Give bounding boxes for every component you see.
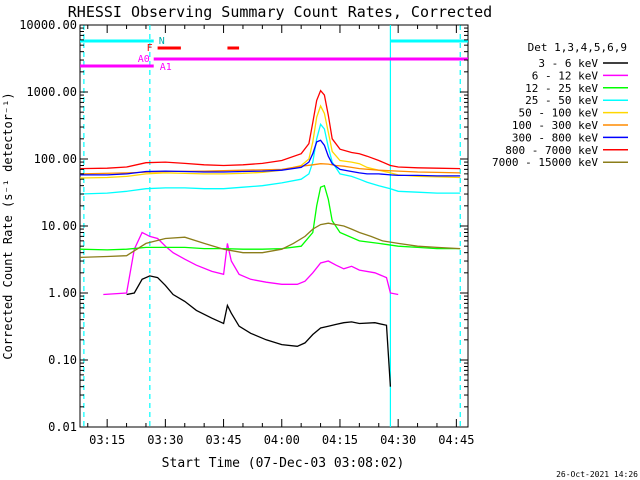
- legend-entry-label: 300 - 800 keV: [512, 131, 598, 144]
- night-markers: [83, 25, 461, 427]
- y-tick-label: 1.00: [48, 286, 77, 300]
- series-line: [79, 89, 461, 170]
- series-line: [79, 222, 461, 259]
- legend-entry-label: 6 - 12 keV: [532, 69, 599, 82]
- series-line: [79, 104, 461, 179]
- legend-entry-label: 50 - 100 keV: [519, 107, 599, 120]
- legend-entry-label: 12 - 25 keV: [525, 82, 598, 95]
- chart-title: RHESSI Observing Summary Count Rates, Co…: [68, 3, 492, 21]
- legend-entry-label: 800 - 7000 keV: [505, 144, 598, 157]
- y-tick-label: 0.10: [48, 353, 77, 367]
- timestamp: 26-Oct-2021 14:26: [556, 470, 638, 479]
- x-axis-label: Start Time (07-Dec-03 03:08:02): [162, 456, 405, 471]
- x-tick-label: 04:45: [438, 433, 474, 447]
- x-tick-label: 04:30: [380, 433, 416, 447]
- flare-bar-label: F: [147, 43, 153, 54]
- y-tick-label: 1000.00: [26, 85, 77, 99]
- y-tick-label: 10000.00: [19, 18, 77, 32]
- y-tick-label: 0.01: [48, 420, 77, 434]
- plot-frame: [79, 24, 469, 428]
- legend-entry-label: 100 - 300 keV: [512, 119, 598, 132]
- x-ticks: 03:15 03:30 03:45 04:00 04:15 04:30 04:45: [87, 25, 474, 447]
- series-line: [79, 163, 461, 175]
- series-line: [80, 139, 461, 177]
- legend-title: Det 1,3,4,5,6,9: [528, 41, 627, 54]
- night-bar-label: N: [159, 36, 165, 47]
- series-layer: [79, 89, 461, 387]
- series-line: [103, 231, 399, 296]
- series-line: [79, 122, 461, 195]
- y-tick-label: 100.00: [34, 152, 77, 166]
- attenuator-a1-label: A1: [160, 62, 172, 73]
- y-tick-label: 10.00: [41, 219, 77, 233]
- y-axis-label: Corrected Count Rate (s⁻¹ detector⁻¹): [1, 92, 15, 359]
- x-tick-label: 04:00: [264, 433, 300, 447]
- attenuator-a0-label: A0: [138, 54, 150, 65]
- series-line: [79, 184, 461, 251]
- x-tick-label: 04:15: [322, 433, 358, 447]
- x-tick-label: 03:30: [147, 433, 183, 447]
- legend-entry-label: 3 - 6 keV: [538, 57, 598, 70]
- legend-entry-label: 25 - 50 keV: [525, 94, 598, 107]
- legend-entry-label: 7000 - 15000 keV: [492, 156, 598, 169]
- series-line: [126, 275, 392, 387]
- y-ticks: 10000.00 1000.00 100.00 10.00 1.00 0.10 0.01: [19, 18, 468, 434]
- x-tick-label: 03:15: [89, 433, 125, 447]
- x-tick-label: 03:45: [205, 433, 241, 447]
